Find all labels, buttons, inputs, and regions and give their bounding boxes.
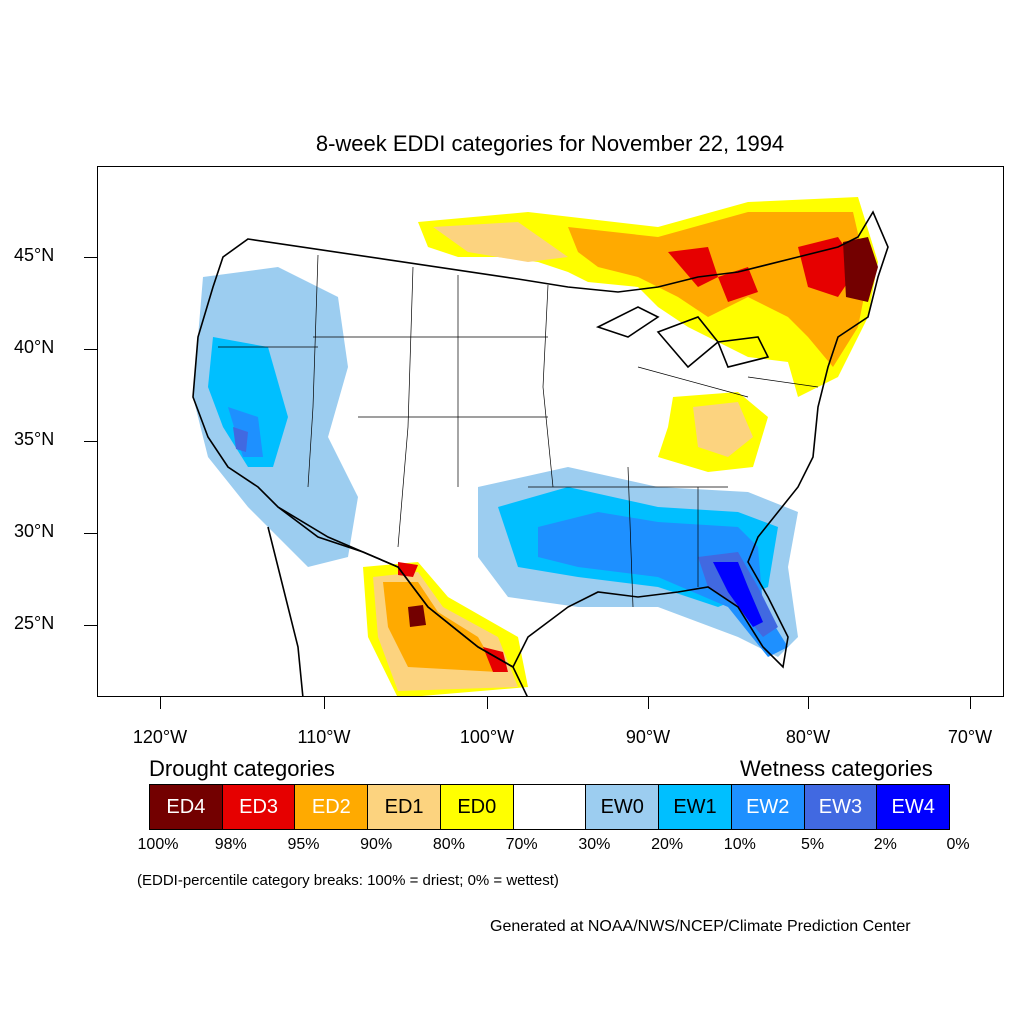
lon-label-70: 70°W bbox=[947, 727, 993, 747]
percent-break-label: 95% bbox=[287, 836, 320, 853]
region-ed1-north bbox=[433, 222, 568, 262]
legend-category-ed4: ED4 bbox=[149, 784, 223, 830]
legend-category-ed3: ED3 bbox=[221, 784, 296, 830]
percent-break-label: 90% bbox=[360, 836, 393, 853]
region-ed3-southwest bbox=[398, 562, 508, 672]
lon-tick bbox=[160, 697, 161, 709]
lat-label-40: 40°N bbox=[14, 337, 55, 357]
lat-label-45: 45°N bbox=[14, 245, 55, 265]
legend-category-ew3: EW3 bbox=[803, 784, 878, 830]
map-title: 8-week EDDI categories for November 22, … bbox=[315, 131, 785, 156]
lon-label-110: 110°W bbox=[297, 727, 351, 747]
lat-label-25: 25°N bbox=[14, 613, 55, 633]
lon-tick bbox=[648, 697, 649, 709]
lon-label-90: 90°W bbox=[625, 727, 671, 747]
lon-label-80: 80°W bbox=[785, 727, 831, 747]
lon-tick bbox=[808, 697, 809, 709]
category-regions bbox=[193, 197, 878, 696]
lat-tick bbox=[84, 441, 97, 442]
region-ew2-southeast bbox=[538, 512, 788, 657]
lat-tick bbox=[84, 533, 97, 534]
percent-break-label: 20% bbox=[651, 836, 684, 853]
region-ed4-southwest bbox=[408, 605, 426, 627]
legend-category-ed2: ED2 bbox=[294, 784, 369, 830]
wetness-heading: Wetness categories bbox=[740, 756, 933, 781]
region-ed4-north bbox=[843, 237, 878, 302]
lat-label-30: 30°N bbox=[14, 521, 55, 541]
conus-outline bbox=[192, 210, 889, 669]
lon-label-120: 120°W bbox=[132, 727, 188, 747]
credit-line: Generated at NOAA/NWS/NCEP/Climate Predi… bbox=[490, 918, 911, 935]
baja-coast bbox=[267, 526, 304, 696]
region-ew4-southeast bbox=[713, 562, 763, 627]
lon-label-100: 100°W bbox=[459, 727, 515, 747]
percent-break-label: 80% bbox=[432, 836, 465, 853]
lon-tick bbox=[970, 697, 971, 709]
legend-category-ed1: ED1 bbox=[367, 784, 441, 830]
lat-tick bbox=[84, 349, 97, 350]
percent-break-label: 10% bbox=[723, 836, 756, 853]
legend-category-ew4: EW4 bbox=[876, 784, 951, 830]
legend-category-ew0: EW0 bbox=[585, 784, 660, 830]
lon-tick bbox=[324, 697, 325, 709]
lon-tick bbox=[487, 697, 488, 709]
great-lakes bbox=[595, 306, 770, 369]
mexico-border bbox=[277, 506, 528, 696]
percent-break-label: 0% bbox=[946, 836, 970, 853]
percent-break-label: 100% bbox=[137, 836, 179, 853]
region-ew3-west bbox=[233, 427, 248, 452]
legend-category-ew2: EW2 bbox=[730, 784, 805, 830]
legend-category-normal bbox=[512, 784, 587, 830]
map-frame bbox=[97, 166, 1004, 697]
region-ed2-north bbox=[568, 212, 868, 367]
region-ed1-ohio bbox=[693, 402, 753, 457]
boundaries bbox=[192, 210, 889, 696]
lat-tick bbox=[84, 625, 97, 626]
percent-break-label: 5% bbox=[800, 836, 825, 853]
percent-break-label: 2% bbox=[873, 836, 897, 853]
legend-category-ew1: EW1 bbox=[658, 784, 732, 830]
percent-break-label: 30% bbox=[578, 836, 611, 853]
lat-tick bbox=[84, 257, 97, 258]
drought-heading: Drought categories bbox=[149, 756, 335, 781]
percent-break-label: 98% bbox=[214, 836, 247, 853]
percent-break-label: 70% bbox=[505, 836, 538, 853]
region-ew1-west bbox=[208, 337, 288, 467]
region-ed2-southwest bbox=[383, 582, 498, 672]
conus-map bbox=[192, 197, 889, 696]
legend-colorbar: ED4 ED3 ED2 ED1 ED0 EW0 EW1 EW2 EW3 EW4 bbox=[149, 784, 951, 830]
state-lines bbox=[218, 254, 819, 608]
legend-category-ed0: ED0 bbox=[439, 784, 514, 830]
legend-footnote: (EDDI-percentile category breaks: 100% =… bbox=[137, 872, 559, 889]
lat-label-35: 35°N bbox=[14, 429, 55, 449]
